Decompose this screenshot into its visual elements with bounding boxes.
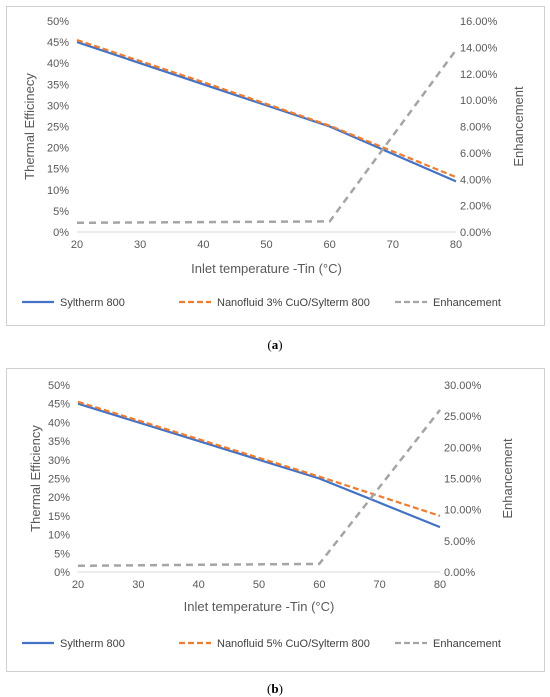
panel-b-y-tick-label: 25% [48,474,70,486]
panel-b-y-tick-label: 10% [48,530,70,542]
panel-a-x-tick-label: 50 [260,239,272,251]
panel-a-y2-tick-label: 0.00% [460,227,491,239]
panel-a-y-tick-label: 25% [47,122,69,134]
panel-b-x-tick-label: 60 [313,579,325,591]
caption-a-letter: a [271,337,279,352]
panel-b-x-tick-label: 70 [374,579,386,591]
panel-b-x-tick-label: 30 [132,579,144,591]
panel-a-y2-tick-label: 2.00% [460,201,491,213]
panel-b-series-line-2 [77,400,441,517]
panel-a-series-line-3 [76,49,458,225]
panel-b-x-tick-label: 50 [253,579,265,591]
panel-b-legend-label-1: Syltherm 800 [60,638,125,650]
panel-b-y-tick-label: 5% [54,548,70,560]
panel-a-y2-tick-label: 8.00% [460,122,491,134]
panel-a-legend-label-2: Nanofluid 3% CuO/Sylterm 800 [217,297,370,309]
caption-a: (a) [267,337,283,352]
panel-a-y-tick-label: 30% [47,100,69,112]
panel-a-y-tick-label: 20% [47,143,69,155]
panel-b-x-tick-label: 20 [72,579,84,591]
panel-a-y2-tick-label: 16.00% [460,16,498,28]
panel-b-legend-label-2: Nanofluid 5% CuO/Sylterm 800 [217,638,370,650]
panel-a-y-tick-label: 35% [47,79,69,91]
panel-a-x-tick-label: 80 [450,239,462,251]
panel-b-y2-axis-title: Enhancement [500,438,515,519]
panel-a-y-tick-label: 10% [47,185,69,197]
panel-a-y2-tick-label: 12.00% [460,69,498,81]
panel-a-y-tick-label: 40% [47,58,69,70]
panel-a-x-tick-label: 40 [197,239,209,251]
chart-panel-a [6,6,545,326]
panel-a-y-tick-label: 45% [47,37,69,49]
panel-b-x-axis-title: Inlet temperature -Tin (°C) [184,599,335,614]
panel-b-y2-tick-label: 20.00% [444,442,482,454]
panel-a-x-axis-title: Inlet temperature -Tin (°C) [191,261,342,276]
panel-b-series-line-1 [77,402,441,529]
panel-a-y2-tick-label: 6.00% [460,148,491,160]
panel-b-y-tick-label: 35% [48,436,70,448]
panel-a-y2-tick-label: 4.00% [460,174,491,186]
panel-b-y2-tick-label: 5.00% [444,536,475,548]
panel-a-y-axis-title: Thermal Efficinecy [22,73,37,180]
panel-b-y2-tick-label: 10.00% [444,505,482,517]
caption-b: (b) [267,681,283,696]
panel-b-y-tick-label: 20% [48,492,70,504]
panel-b-y-tick-label: 45% [48,399,70,411]
panel-b-y-tick-label: 30% [48,455,70,467]
caption-b-letter: b [271,681,279,696]
panel-b-y2-tick-label: 15.00% [444,474,482,486]
panel-b-series-line-3 [77,409,441,568]
panel-b-y-tick-label: 15% [48,511,70,523]
panel-a-y2-axis-title: Enhancement [511,86,526,167]
panel-a-x-tick-label: 30 [134,239,146,251]
panel-a-y2-tick-label: 10.00% [460,95,498,107]
panel-b-y-axis-title: Thermal Efficiency [28,425,43,532]
panel-a-y2-tick-label: 14.00% [460,42,498,54]
panel-a-x-tick-label: 60 [324,239,336,251]
panel-b-x-tick-label: 40 [193,579,205,591]
panel-b-legend-label-3: Enhancement [433,638,501,650]
panel-b-y-tick-label: 0% [54,567,70,579]
panel-a-y-tick-label: 15% [47,164,69,176]
chart-panel-b [6,368,545,672]
panel-a-legend-label-3: Enhancement [433,297,501,309]
panel-b-y2-tick-label: 25.00% [444,411,482,423]
panel-b-y2-tick-label: 30.00% [444,380,482,392]
panel-a-legend-label-1: Syltherm 800 [60,297,125,309]
panel-a-y-tick-label: 5% [53,206,69,218]
panel-a-x-tick-label: 70 [387,239,399,251]
panel-b-y-tick-label: 40% [48,417,70,429]
panel-a-x-tick-label: 20 [71,239,83,251]
panel-b-x-tick-label: 80 [434,579,446,591]
panel-b-y2-tick-label: 0.00% [444,567,475,579]
panel-a-series-line-1 [76,41,457,183]
panel-a-series-line-2 [76,38,457,179]
panel-a-y-tick-label: 50% [47,16,69,28]
panel-a-y-tick-label: 0% [53,227,69,239]
panel-b-y-tick-label: 50% [48,380,70,392]
